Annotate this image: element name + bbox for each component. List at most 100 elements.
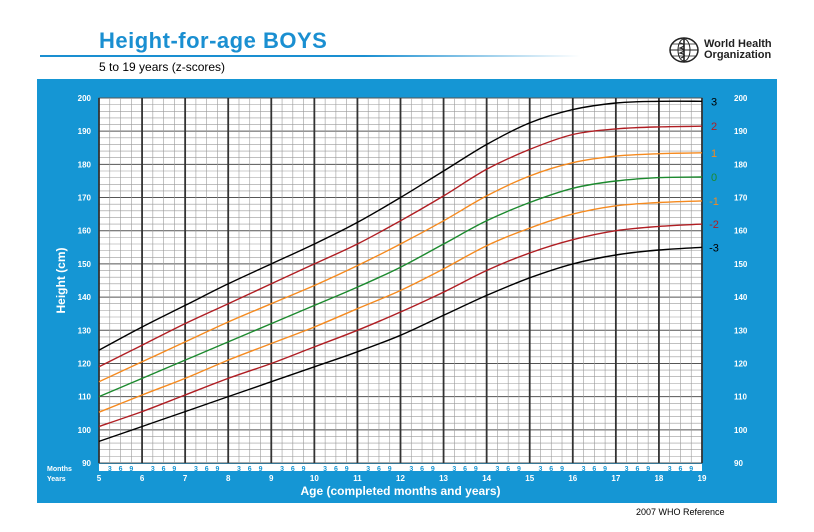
month-tick-label: 6 — [635, 466, 639, 473]
y-tick-label-right: 200 — [734, 94, 748, 103]
month-tick-label: 9 — [129, 466, 133, 473]
month-tick-label: 9 — [689, 466, 693, 473]
month-tick-label: 9 — [517, 466, 521, 473]
series-line-z0 — [98, 176, 703, 398]
year-tick-label: 6 — [140, 474, 145, 483]
month-tick-label: 6 — [119, 466, 123, 473]
y-tick-label-right: 90 — [734, 459, 743, 468]
y-tick-label-left: 180 — [78, 160, 92, 169]
month-tick-label: 9 — [646, 466, 650, 473]
month-tick-label: 3 — [280, 466, 284, 473]
months-row-label: Months — [47, 466, 72, 473]
year-tick-label: 13 — [439, 474, 448, 483]
year-tick-label: 17 — [611, 474, 620, 483]
month-tick-label: 9 — [560, 466, 564, 473]
month-tick-label: 9 — [302, 466, 306, 473]
y-tick-label-right: 180 — [734, 160, 748, 169]
month-tick-label: 6 — [205, 466, 209, 473]
month-tick-label: 9 — [388, 466, 392, 473]
y-tick-label-left: 190 — [78, 127, 92, 136]
y-tick-label-left: 140 — [78, 293, 92, 302]
series-line-z-3 — [98, 246, 703, 443]
x-axis-label: Age (completed months and years) — [300, 484, 500, 498]
month-tick-label: 3 — [194, 466, 198, 473]
month-tick-label: 3 — [409, 466, 413, 473]
month-tick-label: 9 — [431, 466, 435, 473]
series-label-z0: 0 — [711, 172, 717, 184]
y-tick-label-left: 100 — [78, 426, 92, 435]
series-label-z-2: -2 — [709, 219, 719, 231]
y-axis-label: Height (cm) — [54, 247, 68, 313]
month-tick-label: 6 — [377, 466, 381, 473]
who-logo-line2: Organization — [704, 49, 772, 61]
month-tick-label: 6 — [679, 466, 683, 473]
series-label-z-1: -1 — [709, 196, 719, 208]
series-label-z2: 2 — [711, 121, 717, 133]
year-tick-label: 7 — [183, 474, 188, 483]
y-tick-label-left: 160 — [78, 227, 92, 236]
month-tick-label: 6 — [334, 466, 338, 473]
series-line-z-1 — [98, 200, 703, 413]
y-tick-label-left: 120 — [78, 359, 92, 368]
series-line-z3 — [98, 100, 703, 351]
page-subtitle: 5 to 19 years (z-scores) — [99, 60, 226, 74]
year-tick-label: 15 — [525, 474, 534, 483]
month-tick-label: 6 — [549, 466, 553, 473]
series-label-z1: 1 — [711, 148, 717, 160]
chart-panel: 90 90 100 100 110 110 120 120 130 130 140 140 150 150… — [37, 79, 777, 503]
month-tick-label: 3 — [582, 466, 586, 473]
y-tick-label-right: 150 — [734, 260, 748, 269]
month-tick-label: 6 — [248, 466, 252, 473]
year-tick-label: 5 — [97, 474, 102, 483]
y-tick-label-right: 190 — [734, 127, 748, 136]
y-tick-label-right: 140 — [734, 293, 748, 302]
y-tick-label-right: 130 — [734, 326, 748, 335]
year-tick-label: 19 — [698, 474, 707, 483]
who-logo-line1: World Health — [704, 38, 772, 50]
month-tick-label: 3 — [108, 466, 112, 473]
y-tick-label-left: 150 — [78, 260, 92, 269]
series-label-z-3: -3 — [709, 242, 719, 254]
year-tick-label: 11 — [353, 474, 362, 483]
month-tick-label: 6 — [420, 466, 424, 473]
y-tick-label-left: 130 — [78, 326, 92, 335]
month-tick-label: 3 — [323, 466, 327, 473]
month-tick-label: 9 — [259, 466, 263, 473]
month-tick-label: 6 — [291, 466, 295, 473]
years-row-label: Years — [47, 476, 66, 483]
month-tick-label: 3 — [668, 466, 672, 473]
year-tick-label: 10 — [310, 474, 319, 483]
page-title: Height-for-age BOYS — [99, 28, 328, 53]
y-tick-label-left: 200 — [78, 94, 92, 103]
month-tick-label: 3 — [366, 466, 370, 473]
year-tick-label: 18 — [654, 474, 663, 483]
month-tick-label: 9 — [215, 466, 219, 473]
y-tick-label-right: 100 — [734, 426, 748, 435]
series-line-z2 — [98, 125, 703, 368]
month-tick-label: 3 — [151, 466, 155, 473]
who-emblem-icon — [669, 37, 699, 63]
y-tick-label-left: 170 — [78, 194, 92, 203]
month-tick-label: 9 — [474, 466, 478, 473]
year-tick-label: 9 — [269, 474, 274, 483]
who-logo: World Health Organization — [668, 36, 772, 64]
y-tick-label-right: 110 — [734, 393, 747, 402]
month-strip — [99, 464, 702, 471]
month-tick-label: 9 — [603, 466, 607, 473]
month-tick-label: 3 — [539, 466, 543, 473]
series-label-z3: 3 — [711, 96, 717, 108]
y-tick-label-left: 90 — [82, 459, 91, 468]
year-tick-label: 14 — [482, 474, 491, 483]
y-tick-label-right: 170 — [734, 194, 748, 203]
y-tick-label-left: 110 — [78, 393, 91, 402]
month-tick-label: 6 — [162, 466, 166, 473]
month-tick-label: 3 — [237, 466, 241, 473]
month-tick-label: 6 — [463, 466, 467, 473]
month-tick-label: 3 — [625, 466, 629, 473]
month-tick-label: 9 — [345, 466, 349, 473]
reference-note: 2007 WHO Reference — [636, 507, 725, 517]
year-tick-label: 12 — [396, 474, 405, 483]
month-tick-label: 6 — [592, 466, 596, 473]
y-tick-label-right: 120 — [734, 359, 748, 368]
